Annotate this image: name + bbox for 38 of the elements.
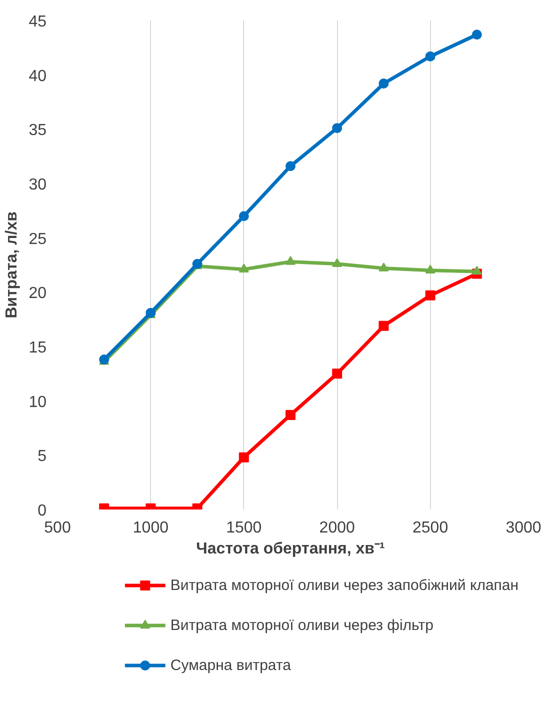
point — [286, 161, 296, 172]
point — [472, 30, 482, 40]
point — [286, 256, 296, 265]
point — [378, 78, 389, 89]
x-tick-label: 2000 — [319, 520, 355, 536]
x-tick-label: 1500 — [226, 520, 262, 536]
y-axis-title: Витрата, л/хв — [4, 211, 21, 318]
point — [238, 264, 249, 272]
legend-label: Витрата моторної оливи через фільтр — [170, 617, 434, 634]
y-tick-label: 35 — [28, 122, 47, 140]
y-tick-label: 45 — [28, 14, 47, 30]
point — [425, 264, 436, 274]
point — [286, 410, 296, 420]
legend-label: Витрата моторної оливи через запобіжний клапан — [170, 577, 519, 594]
y-tick-label: 5 — [38, 448, 47, 466]
x-tick-label: 500 — [44, 520, 71, 536]
y-tick-label: 10 — [28, 394, 47, 411]
point — [238, 211, 249, 222]
point — [332, 123, 342, 134]
point — [425, 290, 436, 300]
x-tick-label: 2500 — [412, 520, 448, 536]
x-axis-title: Частота обертання, хв⁻¹ — [196, 540, 385, 558]
point — [332, 258, 342, 268]
point — [332, 368, 342, 379]
y-tick-label: 25 — [28, 230, 47, 248]
x-tick-label: 3000 — [506, 520, 542, 536]
point — [378, 320, 389, 331]
point — [472, 266, 482, 275]
point — [378, 262, 389, 272]
y-tick-label: 20 — [28, 285, 47, 302]
x-tick-label: 1000 — [132, 520, 169, 536]
point — [425, 51, 436, 62]
legend-label: Сумарна витрата — [170, 657, 292, 674]
y-tick-label: 0 — [38, 502, 47, 520]
y-tick-label: 30 — [28, 176, 47, 194]
point — [238, 452, 249, 462]
y-tick-label: 40 — [28, 68, 47, 85]
y-tick-label: 15 — [28, 340, 47, 356]
